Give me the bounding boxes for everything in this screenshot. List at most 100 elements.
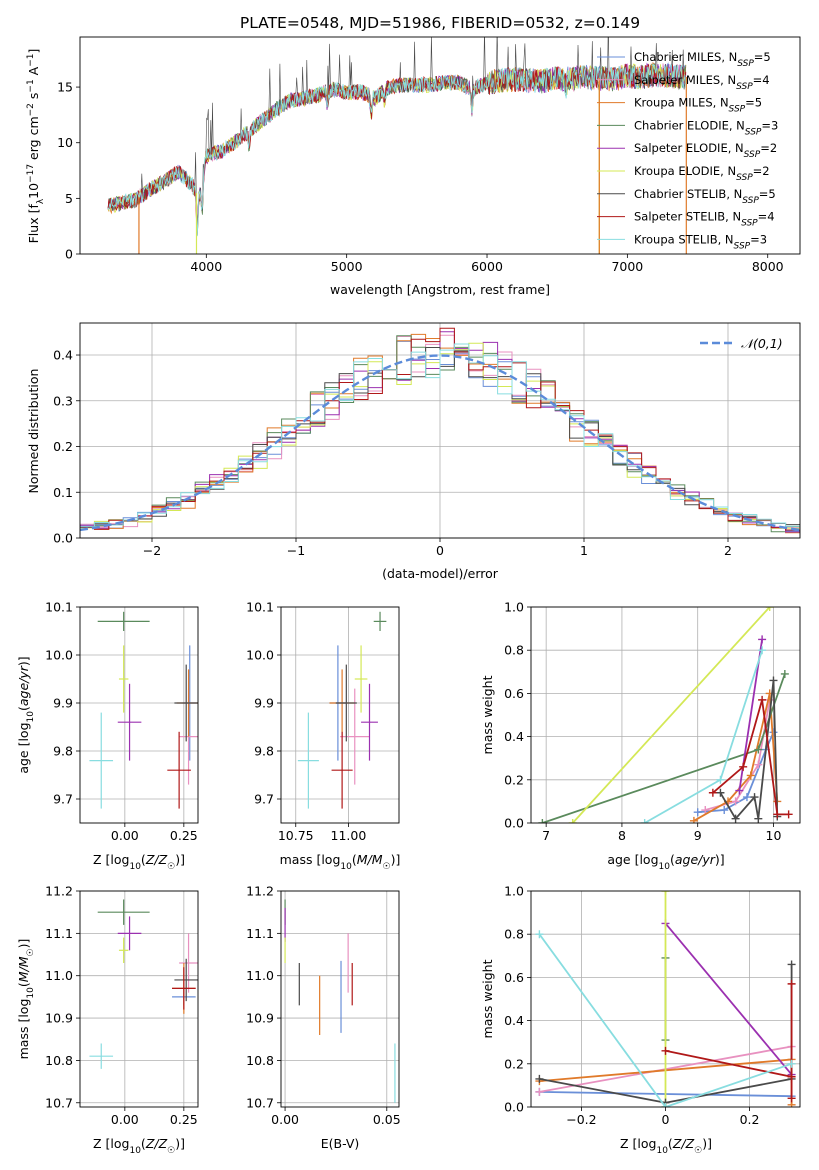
label-part: )]	[715, 852, 725, 867]
weight-marker	[708, 788, 717, 797]
y-tick-label: 0.1	[53, 485, 73, 500]
y-tick-label: 5	[65, 191, 73, 206]
y-tick-label: 10.9	[45, 1011, 73, 1026]
label-part: (	[141, 852, 146, 867]
label-part: Kroupa STELIB, N	[634, 232, 734, 246]
y-tick-label: 11.1	[45, 926, 73, 941]
weight-marker	[568, 819, 577, 823]
label-part: =4	[758, 210, 775, 224]
x-tick-label: 5000	[331, 259, 363, 274]
weight-marker	[640, 819, 649, 823]
label-part: M/M	[16, 956, 31, 982]
weight-marker	[787, 1094, 796, 1103]
y-tick-label: 10.1	[45, 600, 73, 615]
label-part: Salpeter MILES, N	[634, 73, 736, 87]
y-tick-label: 10.9	[246, 1011, 274, 1026]
x-tick-label: 7	[542, 828, 550, 843]
y-axis-label: Normed distribution	[26, 369, 41, 494]
mass-vs-ebv-panel: 0.00 0.05 10.7 10.8 10.9 11.0 11.1 11.2 E(B-V)	[246, 884, 401, 1152]
weight-line	[719, 680, 779, 821]
axes-frame	[79, 322, 801, 539]
y-tick-label: 10.7	[45, 1095, 73, 1110]
label-part: −2	[26, 103, 36, 116]
x-tick-label: 6000	[471, 259, 503, 274]
y-tick-label: 0.8	[504, 927, 524, 942]
label-part: Flux [f	[26, 204, 41, 244]
axis-group: −0.2 0 0.2 0.0 0.2 0.4 0.6 0.8 1.0 Z [log10(Z/Z☉)…	[480, 884, 801, 1156]
plot-area	[80, 327, 800, 536]
weight-marker	[787, 1059, 796, 1068]
weight-marker	[535, 1087, 544, 1096]
label-part: SSP	[729, 105, 746, 115]
spectrum-line-kroupa-stelib	[107, 63, 687, 237]
label-part: 10	[659, 862, 671, 872]
label-part: Chabrier STELIB, N	[634, 187, 742, 201]
plot-area	[89, 899, 198, 1069]
weight-line	[572, 607, 771, 823]
label-part: 10	[26, 183, 41, 199]
weight-marker	[758, 695, 767, 704]
weight-marker	[716, 788, 725, 797]
label-part: =2	[753, 164, 770, 178]
plot-area	[538, 607, 793, 823]
label-part: −1	[26, 79, 36, 92]
axes-frame	[280, 606, 400, 824]
legend-label: Salpeter STELIB, NSSP=4	[634, 210, 775, 229]
y-tick-label: 0.2	[53, 439, 73, 454]
weight-line	[665, 983, 793, 1099]
axis-group: 10.75 11.00 9.7 9.8 9.9 10.0 10.1 mass [log10(M…	[246, 600, 400, 873]
axes-frame	[530, 890, 801, 1108]
x-axis-label: Z [log10(Z/Z☉)]	[93, 1136, 185, 1156]
legend-label: 𝒩(0,1)	[741, 336, 783, 351]
label-part: 10	[26, 987, 36, 999]
weight-line	[705, 699, 771, 811]
weight-marker	[754, 745, 763, 754]
age-vs-mass-panel: 10.75 11.00 9.7 9.8 9.9 10.0 10.1 mass [log10(M…	[246, 600, 400, 873]
plot-area	[297, 611, 387, 809]
label-part: mass [log	[280, 852, 341, 867]
y-tick-label: 10.8	[246, 1053, 274, 1068]
y-tick-label: 0.0	[53, 531, 73, 546]
plot-area	[535, 891, 796, 1107]
weight-marker	[784, 810, 793, 819]
weight-marker	[661, 1046, 670, 1055]
label-part: age/yr	[16, 665, 31, 706]
weight-marker	[661, 891, 670, 895]
weight-line	[538, 933, 792, 1107]
x-axis-label: Z [log10(Z/Z☉)]	[93, 852, 185, 872]
label-part: Z/Z	[145, 852, 168, 867]
y-tick-label: 0.4	[504, 1013, 524, 1028]
axes-frame	[79, 36, 801, 255]
residuals-panel: −2 −1 0 1 2 0.0 0.1 0.2 0.3 0.4 𝒩(0,1) (data-model)…	[26, 322, 801, 581]
x-tick-label: 0.00	[111, 1112, 139, 1127]
y-tick-label: 0.2	[504, 772, 524, 787]
axis-group: 0.00 0.259.79.89.910.010.1Z [log10(Z/Z☉)]…	[16, 600, 199, 872]
x-axis-label: age [log10(age/yr)]	[607, 852, 724, 872]
weight-marker	[661, 1103, 670, 1107]
x-axis-label: Z [log10(Z/Z☉)]	[620, 1136, 712, 1156]
y-tick-label: 0.8	[504, 643, 524, 658]
weight-marker	[535, 1074, 544, 1083]
age-vs-metallicity-panel: 0.00 0.259.79.89.910.010.1Z [log10(Z/Z☉)]…	[16, 600, 199, 872]
weight-marker	[780, 669, 789, 678]
weight-marker	[746, 771, 755, 780]
label-part: )]	[175, 1136, 185, 1151]
x-tick-label: 8000	[752, 259, 784, 274]
weight-marker	[758, 635, 767, 644]
legend-label: Chabrier MILES, NSSP=5	[634, 50, 771, 69]
weight-marker	[750, 793, 759, 802]
x-axis-label: (data-model)/error	[382, 566, 499, 581]
y-tick-label: 9.9	[53, 696, 73, 711]
y-tick-label: 0.6	[504, 686, 524, 701]
x-tick-label: 8	[618, 828, 626, 843]
weight-marker	[787, 960, 796, 969]
label-part: age [log	[607, 852, 658, 867]
label-part: −1	[26, 54, 36, 67]
y-tick-label: 0.2	[504, 1056, 524, 1071]
x-tick-label: 0.00	[271, 1112, 299, 1127]
x-tick-label: 0.25	[170, 1112, 198, 1127]
